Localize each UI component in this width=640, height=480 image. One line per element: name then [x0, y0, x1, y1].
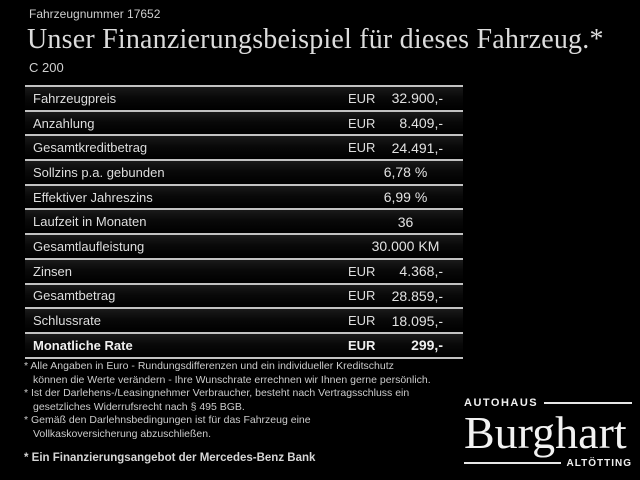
footnote-line: können die Werte verändern - Ihre Wunsch… — [33, 373, 431, 386]
row-value: 36 — [397, 213, 414, 230]
currency-label: EUR — [348, 140, 376, 156]
currency-label: EUR — [348, 90, 376, 106]
row-value: 6,99 % — [383, 189, 428, 206]
row-value: 8.409,- — [399, 115, 443, 132]
financing-offer-note: * Ein Finanzierungsangebot der Mercedes-… — [24, 452, 316, 464]
row-label: Fahrzeugpreis — [33, 90, 117, 106]
row-label: Schlussrate — [33, 313, 101, 329]
row-value: 299,- — [411, 337, 443, 354]
row-value: 30.000 KM — [371, 238, 440, 255]
finance-table: Fahrzeugpreis EUR 32.900,- Anzahlung EUR 8… — [25, 85, 463, 359]
table-row: Sollzins p.a. gebunden 6,78 % — [25, 161, 463, 186]
row-label: Gesamtkreditbetrag — [33, 140, 148, 156]
footnotes: * Alle Angaben in Euro - Rundungsdiffere… — [24, 360, 431, 441]
table-row: Gesamtbetrag EUR 28.859,- — [25, 284, 463, 310]
row-value: 32.900,- — [391, 90, 443, 107]
row-label: Anzahlung — [33, 115, 95, 131]
footnote-line: * Alle Angaben in Euro - Rundungsdiffere… — [24, 360, 394, 372]
footnote-line: * Gemäß den Darlehnsbedingungen ist für … — [24, 414, 311, 426]
currency-label: EUR — [348, 337, 376, 353]
table-row-monthly-rate: Monatliche Rate EUR 299,- — [25, 333, 463, 359]
footnote-item: * Gemäß den Darlehnsbedingungen ist für … — [24, 414, 431, 441]
row-label: Sollzins p.a. gebunden — [33, 164, 165, 180]
table-row: Anzahlung EUR 8.409,- — [25, 111, 463, 137]
row-label: Monatliche Rate — [33, 337, 133, 353]
table-row: Laufzeit in Monaten 36 — [25, 210, 463, 236]
row-value: 24.491,- — [391, 139, 443, 156]
row-label: Zinsen — [33, 263, 73, 279]
row-label: Gesamtlaufleistung — [33, 238, 145, 254]
row-value: 28.859,- — [391, 287, 443, 304]
logo-top-rule — [544, 402, 632, 404]
vehicle-number: Fahrzeugnummer 17652 — [29, 7, 161, 21]
currency-label: EUR — [348, 288, 376, 304]
logo-autohaus-label: AUTOHAUS — [464, 397, 539, 409]
row-value: 4.368,- — [399, 263, 443, 280]
logo-dealer-name: Burghart — [464, 407, 627, 458]
row-label: Gesamtbetrag — [33, 288, 116, 304]
row-value: 6,78 % — [383, 164, 428, 181]
currency-label: EUR — [348, 263, 376, 279]
table-row: Schlussrate EUR 18.095,- — [25, 309, 463, 334]
footnote-line: gesetzliches Widerrufsrecht nach § 495 B… — [33, 400, 245, 413]
logo-city-label: ALTÖTTING — [566, 457, 632, 469]
table-row: Gesamtkreditbetrag EUR 24.491,- — [25, 136, 463, 162]
currency-label: EUR — [348, 313, 376, 329]
currency-label: EUR — [348, 115, 376, 131]
table-row: Effektiver Jahreszins 6,99 % — [25, 185, 463, 211]
page-title: Unser Finanzierungsbeispiel für dieses F… — [27, 24, 604, 55]
model-name: C 200 — [29, 60, 64, 75]
logo-bottom-row: ALTÖTTING — [464, 458, 632, 469]
footnote-item: * Alle Angaben in Euro - Rundungsdiffere… — [24, 360, 431, 387]
footnote-line: * Ist der Darlehens-/Leasingnehmer Verbr… — [24, 387, 410, 399]
footnote-item: * Ist der Darlehens-/Leasingnehmer Verbr… — [24, 387, 431, 414]
footnote-line: Vollkaskoversicherung abzuschließen. — [33, 427, 212, 440]
dealer-logo: AUTOHAUS Burghart ALTÖTTING — [464, 397, 632, 469]
logo-bottom-rule — [464, 462, 561, 465]
row-label: Effektiver Jahreszins — [33, 189, 153, 205]
table-row: Fahrzeugpreis EUR 32.900,- — [25, 87, 463, 112]
table-row: Zinsen EUR 4.368,- — [25, 259, 463, 285]
row-value: 18.095,- — [391, 312, 443, 329]
table-row: Gesamtlaufleistung 30.000 KM — [25, 235, 463, 260]
row-label: Laufzeit in Monaten — [33, 214, 147, 230]
logo-top-row: AUTOHAUS — [464, 397, 632, 409]
